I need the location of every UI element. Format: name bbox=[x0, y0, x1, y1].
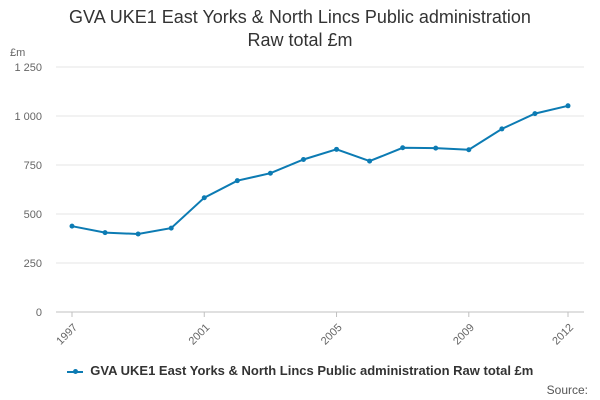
legend-label: GVA UKE1 East Yorks & North Lincs Public… bbox=[90, 363, 534, 378]
x-tick-label: 2009 bbox=[451, 322, 477, 348]
y-tick-label: 1 000 bbox=[14, 111, 42, 123]
x-tick-label: 1997 bbox=[54, 322, 80, 348]
y-tick-label: 0 bbox=[36, 307, 42, 319]
data-point[interactable] bbox=[532, 111, 538, 117]
data-point[interactable] bbox=[334, 146, 340, 152]
data-point[interactable] bbox=[300, 157, 306, 163]
series-group bbox=[69, 103, 571, 237]
legend-line-marker-icon bbox=[66, 368, 83, 374]
data-point[interactable] bbox=[367, 158, 373, 164]
data-point[interactable] bbox=[267, 170, 273, 176]
chart-title: GVA UKE1 East Yorks & North Lincs Public… bbox=[0, 6, 600, 52]
data-point[interactable] bbox=[168, 225, 174, 231]
data-point[interactable] bbox=[201, 195, 207, 201]
y-tick-label: 500 bbox=[24, 209, 42, 221]
data-point[interactable] bbox=[69, 223, 75, 229]
data-point[interactable] bbox=[400, 145, 406, 151]
data-point[interactable] bbox=[466, 147, 472, 153]
chart-title-line1: GVA UKE1 East Yorks & North Lincs Public… bbox=[69, 7, 531, 27]
data-point[interactable] bbox=[433, 145, 439, 151]
y-tick-label: 1 250 bbox=[14, 62, 42, 74]
y-axis-ticks: 0 250 500 750 1 000 1 250 bbox=[14, 62, 42, 319]
data-point[interactable] bbox=[234, 178, 240, 184]
series-line bbox=[71, 104, 569, 236]
y-tick-label: 250 bbox=[24, 258, 42, 270]
x-tick-label: 2012 bbox=[550, 322, 576, 348]
y-tick-label: 750 bbox=[24, 160, 42, 172]
x-tick-label: 2005 bbox=[319, 322, 345, 348]
x-axis-ticks: 1997 2001 2005 2009 2012 bbox=[54, 312, 576, 347]
data-point[interactable] bbox=[135, 231, 141, 237]
data-point[interactable] bbox=[565, 103, 571, 109]
data-point[interactable] bbox=[102, 230, 108, 236]
source-label: Source: bbox=[546, 383, 588, 397]
gridlines bbox=[56, 66, 584, 313]
chart-title-line2: Raw total £m bbox=[247, 30, 353, 50]
data-point[interactable] bbox=[499, 126, 505, 132]
legend[interactable]: GVA UKE1 East Yorks & North Lincs Public… bbox=[0, 363, 600, 378]
x-tick-label: 2001 bbox=[187, 322, 213, 348]
y-axis-unit-label: £m bbox=[10, 47, 25, 59]
